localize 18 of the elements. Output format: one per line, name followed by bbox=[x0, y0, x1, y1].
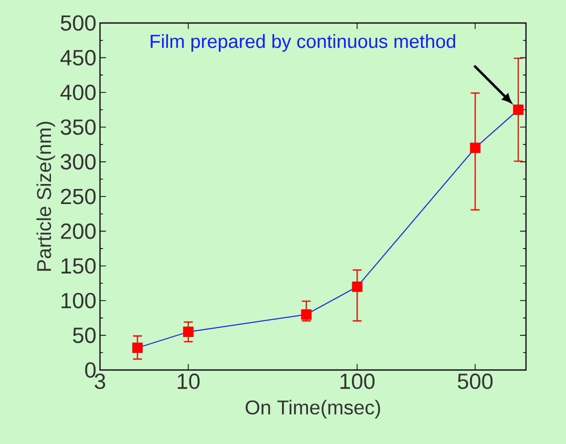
annotation: Film prepared by continuous method bbox=[150, 34, 456, 52]
y-tick-label: 450 bbox=[60, 50, 96, 66]
y-tick-label: 400 bbox=[60, 84, 96, 100]
y-axis-title: Particle Size(nm) bbox=[36, 122, 56, 271]
y-tick-label: 200 bbox=[61, 223, 96, 239]
x-axis-title: On Time(msec) bbox=[246, 400, 380, 418]
y-tick-label: 0 bbox=[85, 362, 96, 378]
y-tick-label: 500 bbox=[60, 15, 96, 31]
y-tick-label: 150 bbox=[62, 258, 96, 274]
y-tick-label: 300 bbox=[60, 154, 96, 170]
x-tick-label: 10 bbox=[178, 374, 200, 390]
x-tick-label: 3 bbox=[94, 374, 106, 390]
y-tick-label: 50 bbox=[72, 328, 96, 344]
y-tick-label: 100 bbox=[62, 292, 96, 308]
x-tick-label: 100 bbox=[340, 374, 375, 390]
y-tick-label: 350 bbox=[60, 119, 96, 135]
x-tick-label: 500 bbox=[458, 374, 493, 390]
y-tick-label: 250 bbox=[61, 188, 96, 204]
